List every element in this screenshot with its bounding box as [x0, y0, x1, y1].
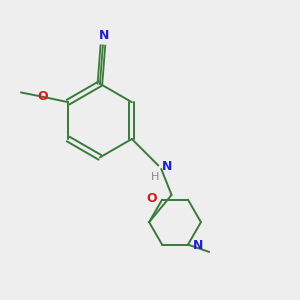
- Text: N: N: [99, 28, 110, 42]
- Text: N: N: [162, 160, 172, 173]
- Text: O: O: [146, 192, 157, 205]
- Text: H: H: [151, 172, 160, 182]
- Text: O: O: [38, 90, 48, 104]
- Text: N: N: [193, 239, 203, 252]
